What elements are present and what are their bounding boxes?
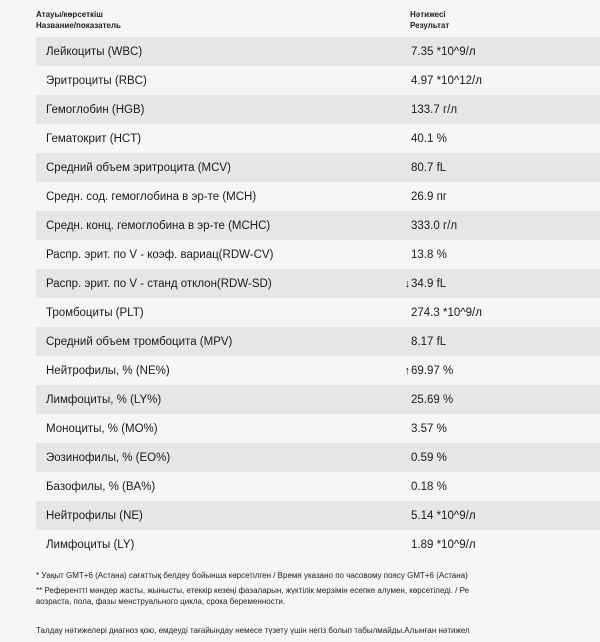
- up-arrow-icon: ↑: [404, 364, 411, 377]
- result-column-header: Нәтижесі Результат: [410, 9, 449, 31]
- table-row: Распр. эрит. по V - станд отклон(RDW-SD)…: [36, 269, 600, 298]
- test-name: Гемоглобин (HGB): [46, 103, 145, 116]
- result-value: 0.18 %: [411, 480, 447, 493]
- test-name: Эритроциты (RBC): [46, 74, 147, 87]
- test-name: Средний объем эритроцита (MCV): [46, 161, 231, 174]
- test-name: Нейтрофилы (NE): [46, 509, 143, 522]
- table-row: Средний объем эритроцита (MCV) 80.7 fL: [36, 153, 600, 182]
- test-name: Распр. эрит. по V - станд отклон(RDW-SD): [46, 277, 272, 290]
- name-header-ru: Название/показатель: [36, 21, 121, 30]
- test-name: Базофилы, % (BA%): [46, 480, 156, 493]
- result-value: 25.69 %: [411, 393, 454, 406]
- test-name: Лимфоциты, % (LY%): [46, 393, 162, 406]
- test-result: 8.17 fL: [396, 336, 446, 348]
- result-value: 40.1 %: [411, 132, 447, 145]
- test-result: 0.59 %: [396, 452, 447, 464]
- table-row: Средн. конц. гемоглобина в эр-те (MCHC) 3…: [36, 211, 600, 240]
- result-value: 26.9 пг: [411, 190, 447, 203]
- table-row: Эритроциты (RBC) 4.97 *10^12/л: [36, 66, 600, 95]
- test-name: Моноциты, % (MO%): [46, 422, 158, 435]
- test-result: ↓34.9 fL: [396, 277, 447, 290]
- result-header-kz: Нәтижесі: [410, 10, 446, 19]
- test-name: Лейкоциты (WBC): [46, 45, 143, 58]
- table-row: Средний объем тромбоцита (MPV) 8.17 fL: [36, 327, 600, 356]
- result-value: 3.57 %: [411, 422, 447, 435]
- result-header-ru: Результат: [410, 21, 450, 30]
- test-name: Лимфоциты (LY): [46, 538, 135, 551]
- test-result: 133.7 г/л: [396, 104, 457, 116]
- test-name: Средн. конц. гемоглобина в эр-те (MCHC): [46, 219, 271, 232]
- table-row: Гематокрит (HCT) 40.1 %: [36, 124, 600, 153]
- table-header: Атауы/көрсеткіш Название/показатель Нәти…: [36, 9, 600, 39]
- down-arrow-icon: ↓: [404, 277, 411, 290]
- test-name: Тромбоциты (PLT): [46, 306, 144, 319]
- result-value: 8.17 fL: [411, 335, 447, 348]
- result-value: 69.97 %: [411, 364, 454, 377]
- table-row: Базофилы, % (BA%) 0.18 %: [36, 472, 600, 501]
- table-row: Распр. эрит. по V - коэф. вариац(RDW-CV)…: [36, 240, 600, 269]
- test-name: Средн. сод. гемоглобина в эр-те (MCH): [46, 190, 257, 203]
- test-result: 13.8 %: [396, 249, 447, 261]
- result-value: 4.97 *10^12/л: [411, 74, 482, 87]
- table-row: Средн. сод. гемоглобина в эр-те (MCH) 26.…: [36, 182, 600, 211]
- test-name: Распр. эрит. по V - коэф. вариац(RDW-CV): [46, 248, 274, 261]
- table-row: Нейтрофилы, % (NE%) ↑69.97 %: [36, 356, 600, 385]
- test-result: 25.69 %: [396, 394, 453, 406]
- result-value: 0.59 %: [411, 451, 447, 464]
- result-value: 1.89 *10^9/л: [411, 538, 476, 551]
- test-result: 333.0 г/л: [396, 220, 457, 232]
- test-result: 3.57 %: [396, 423, 447, 435]
- test-result: ↑69.97 %: [396, 364, 454, 377]
- result-value: 333.0 г/л: [411, 219, 458, 232]
- table-row: Моноциты, % (MO%) 3.57 %: [36, 414, 600, 443]
- test-result: 7.35 *10^9/л: [396, 46, 476, 58]
- name-header-kz: Атауы/көрсеткіш: [36, 10, 103, 19]
- result-value: 34.9 fL: [411, 277, 447, 290]
- table-row: Нейтрофилы (NE) 5.14 *10^9/л: [36, 501, 600, 530]
- test-result: 4.97 *10^12/л: [396, 75, 482, 87]
- test-name: Эозинофилы, % (EO%): [46, 451, 171, 464]
- table-row: Эозинофилы, % (EO%) 0.59 %: [36, 443, 600, 472]
- table-row: Лимфоциты, % (LY%) 25.69 %: [36, 385, 600, 414]
- test-name: Гематокрит (HCT): [46, 132, 142, 145]
- name-column-header: Атауы/көрсеткіш Название/показатель: [36, 9, 121, 31]
- result-value: 80.7 fL: [411, 161, 447, 174]
- time-footnote: * Уақыт GMT+6 (Астана) сағаттық белдеу б…: [36, 571, 468, 580]
- result-value: 274.3 *10^9/л: [411, 306, 482, 319]
- footnotes: * Уақыт GMT+6 (Астана) сағаттық белдеу б…: [36, 570, 600, 607]
- reference-footnote-line1: ** Референтті мәндер жасты, жынысты, ете…: [36, 586, 469, 595]
- test-result: 26.9 пг: [396, 191, 447, 203]
- result-value: 7.35 *10^9/л: [411, 45, 476, 58]
- result-value: 13.8 %: [411, 248, 447, 261]
- test-result: 80.7 fL: [396, 162, 446, 174]
- result-value: 5.14 *10^9/л: [411, 509, 476, 522]
- table-row: Гемоглобин (HGB) 133.7 г/л: [36, 95, 600, 124]
- reference-footnote-line2: возраста, пола, фазы менструального цикл…: [36, 597, 286, 606]
- test-result: 5.14 *10^9/л: [396, 510, 476, 522]
- table-row: Лимфоциты (LY) 1.89 *10^9/л: [36, 530, 600, 559]
- test-name: Нейтрофилы, % (NE%): [46, 364, 170, 377]
- test-result: 1.89 *10^9/л: [396, 539, 476, 551]
- test-name: Средний объем тромбоцита (MPV): [46, 335, 233, 348]
- table-row: Лейкоциты (WBC) 7.35 *10^9/л: [36, 37, 600, 66]
- table-row: Тромбоциты (PLT) 274.3 *10^9/л: [36, 298, 600, 327]
- test-result: 0.18 %: [396, 481, 447, 493]
- test-result: 40.1 %: [396, 133, 447, 145]
- result-value: 133.7 г/л: [411, 103, 458, 116]
- conclusion-text: Талдау нәтижелері диагноз қою, емдеуді т…: [36, 626, 470, 635]
- results-table: Лейкоциты (WBC) 7.35 *10^9/л Эритроциты (…: [36, 37, 600, 559]
- test-result: 274.3 *10^9/л: [396, 307, 482, 319]
